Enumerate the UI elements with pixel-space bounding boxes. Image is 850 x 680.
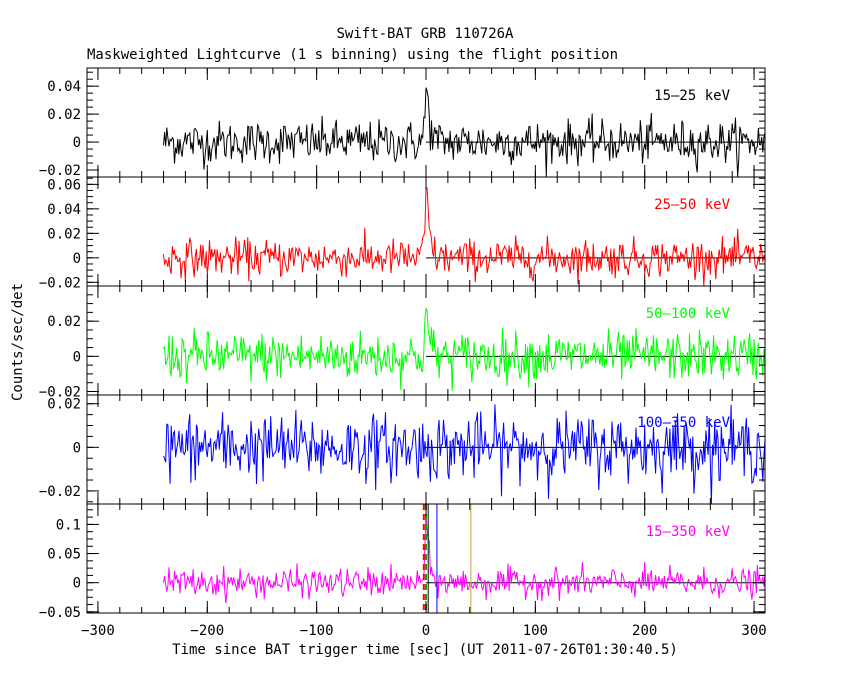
panel-5: −0.05 0 0.05 0.1 15–350 keV: [39, 503, 766, 621]
panel-frame: [86, 285, 766, 396]
x-tick-label: 300: [741, 623, 766, 639]
y-tick-label: 0: [73, 440, 81, 456]
y-axis-label: Counts/sec/det: [10, 283, 26, 401]
series-line: [163, 513, 766, 604]
y-tick-label: 0.02: [47, 397, 81, 413]
panel-3: −0.02 0 0.02 50–100 keV: [39, 285, 766, 400]
y-tick-label: 0.02: [47, 314, 81, 330]
band-label: 25–50 keV: [654, 197, 730, 213]
x-tick-label: −200: [190, 623, 224, 639]
series-line: [163, 404, 766, 504]
panel-1: −0.02 0 0.02 0.04 15–25 keV: [39, 67, 766, 179]
panel-2: −0.02 0 0.02 0.04 0.06 25–50 keV: [39, 176, 766, 291]
band-label: 15–25 keV: [654, 88, 730, 104]
chart-subtitle: Maskweighted Lightcurve (1 s binning) us…: [87, 47, 618, 63]
y-tick-label: 0.02: [47, 107, 81, 123]
y-tick-label: 0: [73, 135, 81, 151]
y-tick-label: −0.05: [39, 605, 81, 621]
y-tick-label: −0.02: [39, 484, 81, 500]
x-tick-label: 0: [422, 623, 430, 639]
y-tick-label: 0: [73, 349, 81, 365]
band-label: 50–100 keV: [646, 306, 731, 322]
series-line: [163, 187, 766, 286]
y-tick-label: 0.02: [47, 226, 81, 242]
y-tick-label: 0: [73, 251, 81, 267]
y-tick-label: 0.04: [47, 202, 81, 218]
y-tick-label: −0.02: [39, 384, 81, 400]
y-tick-label: −0.02: [39, 275, 81, 291]
series-line: [163, 87, 766, 177]
chart-title: Swift-BAT GRB 110726A: [336, 26, 514, 42]
y-tick-label: 0.1: [56, 517, 81, 533]
y-tick-label: 0.04: [47, 79, 81, 95]
y-tick-label: 0.06: [47, 177, 81, 193]
y-tick-label: 0.05: [47, 547, 81, 563]
series-line: [163, 307, 766, 392]
panel-4: −0.02 0 0.02 100–350 keV: [39, 394, 766, 505]
x-axis-label: Time since BAT trigger time [sec] (UT 20…: [172, 642, 678, 658]
y-tick-label: −0.02: [39, 163, 81, 179]
panel-frame: [86, 67, 766, 178]
band-label: 15–350 keV: [646, 524, 731, 540]
x-tick-label: 100: [523, 623, 548, 639]
x-tick-label: −100: [300, 623, 334, 639]
x-tick-label: −300: [81, 623, 115, 639]
x-tick-label: 200: [632, 623, 657, 639]
panels-group: −0.02 0 0.02 0.04 15–25 keV −0.02 0 0.02 0.04 0.0…: [39, 67, 767, 639]
band-label: 100–350 keV: [637, 415, 730, 431]
y-tick-label: 0: [73, 576, 81, 592]
